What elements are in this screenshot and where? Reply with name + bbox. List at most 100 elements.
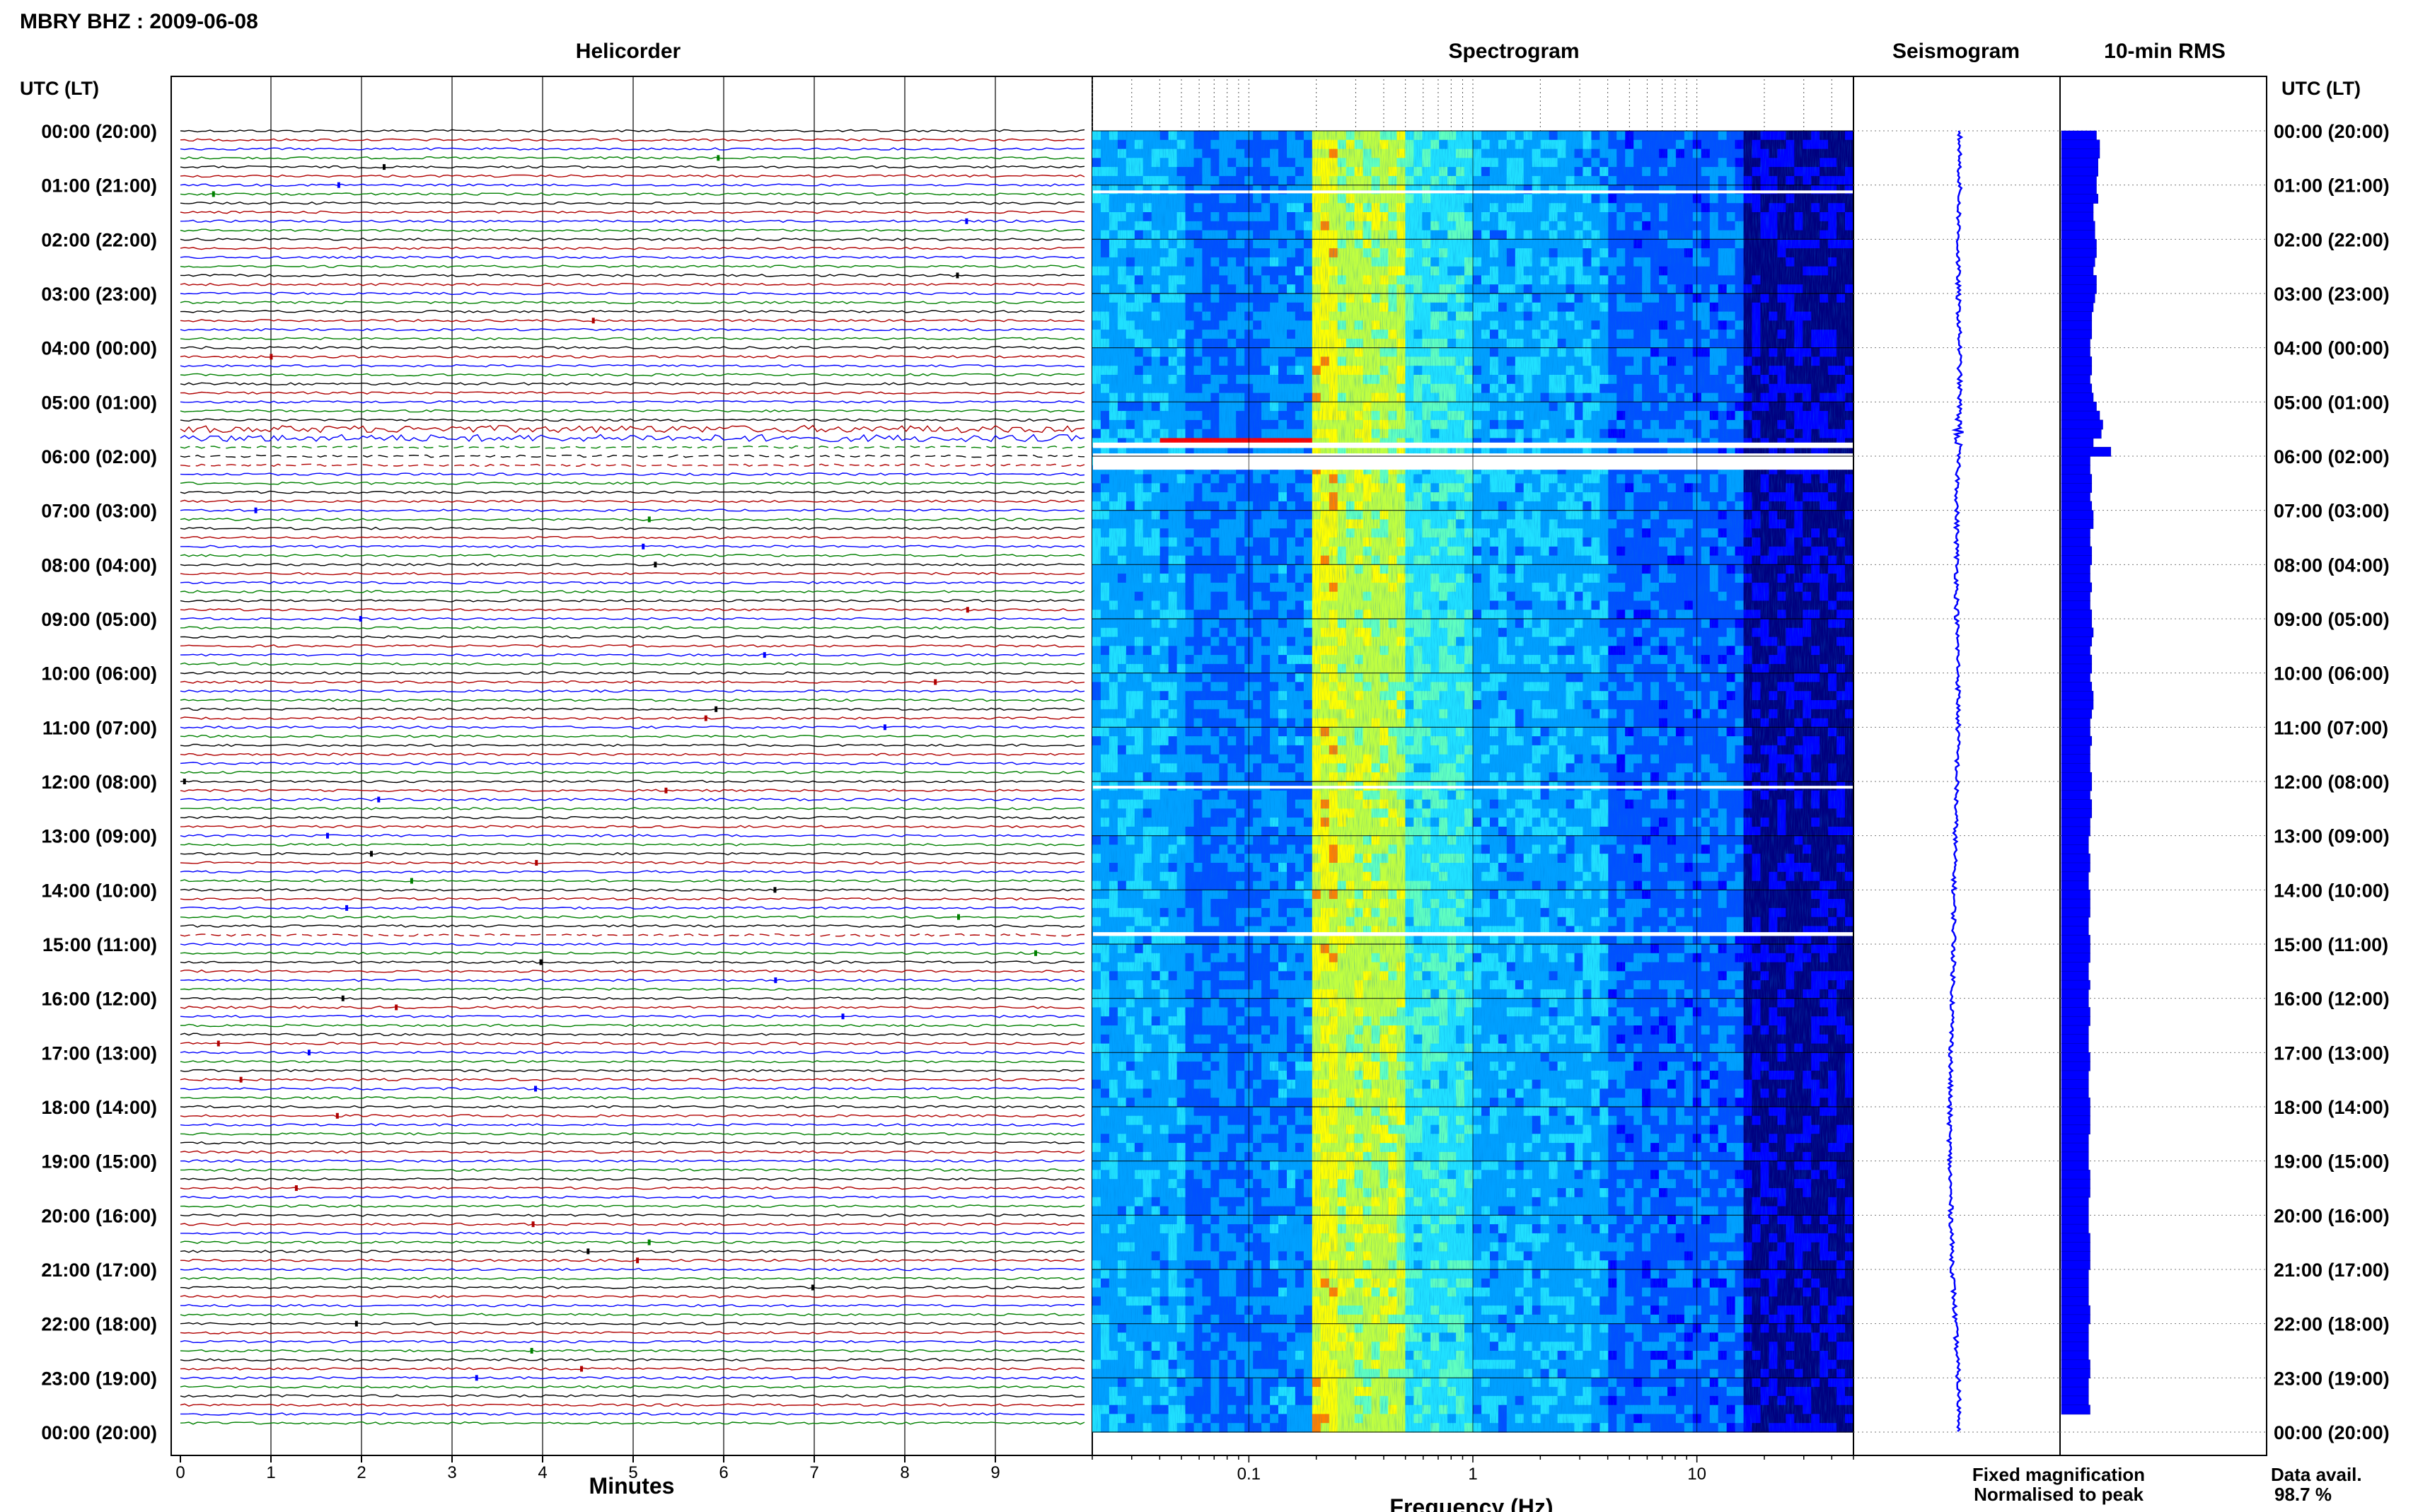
helicorder-trace bbox=[180, 183, 1085, 187]
helicorder-trace bbox=[180, 1023, 1085, 1028]
helicorder-event bbox=[354, 1320, 358, 1327]
helicorder-event bbox=[254, 507, 258, 513]
time-label-left: 03:00 (23:00) bbox=[41, 284, 157, 305]
time-label-right: 14:00 (10:00) bbox=[2274, 880, 2390, 901]
helicorder-trace bbox=[180, 165, 1085, 169]
helicorder-trace bbox=[180, 1050, 1085, 1054]
helicorder-trace bbox=[180, 174, 1085, 178]
helicorder-trace bbox=[180, 400, 1085, 404]
helicorder-trace bbox=[180, 834, 1085, 837]
helicorder-trace bbox=[180, 571, 1085, 576]
helicorder-event bbox=[966, 607, 969, 613]
helicorder-event bbox=[212, 191, 215, 197]
helicorder-event bbox=[580, 1366, 584, 1372]
helicorder-trace bbox=[180, 147, 1085, 151]
helicorder-trace bbox=[180, 987, 1085, 991]
helicorder-trace bbox=[180, 1069, 1085, 1073]
time-label-left: 00:00 (20:00) bbox=[41, 121, 157, 142]
helicorder-trace bbox=[180, 424, 1085, 434]
helicorder-event bbox=[530, 1348, 533, 1354]
helicorder-trace bbox=[180, 1006, 1085, 1009]
helicorder-trace bbox=[180, 409, 1085, 413]
helicorder-trace bbox=[180, 1376, 1085, 1380]
time-label-left: 04:00 (00:00) bbox=[41, 338, 157, 359]
helicorder-event bbox=[216, 1040, 220, 1047]
time-label-left: 16:00 (12:00) bbox=[41, 989, 157, 1010]
helicorder-trace bbox=[180, 1258, 1085, 1262]
helicorder-trace bbox=[180, 942, 1085, 946]
minute-tick-label: 9 bbox=[990, 1463, 1000, 1482]
helicorder-trace bbox=[180, 1114, 1085, 1118]
helicorder-trace bbox=[180, 798, 1085, 801]
helicorder-trace bbox=[180, 1177, 1085, 1181]
helicorder-trace bbox=[180, 508, 1085, 513]
time-label-right: 17:00 (13:00) bbox=[2274, 1042, 2390, 1064]
helicorder-trace bbox=[180, 499, 1085, 504]
helicorder-trace bbox=[180, 562, 1085, 566]
helicorder-event bbox=[183, 779, 186, 784]
helicorder-trace bbox=[180, 762, 1085, 765]
time-label-right: 06:00 (02:00) bbox=[2274, 446, 2390, 467]
minute-tick-label: 8 bbox=[900, 1463, 909, 1482]
helicorder-event bbox=[591, 318, 595, 324]
helicorder-trace bbox=[180, 1078, 1085, 1082]
helicorder-trace bbox=[180, 1286, 1085, 1289]
helicorder-trace bbox=[180, 1123, 1084, 1127]
helicorder-event bbox=[934, 679, 937, 685]
helicorder-trace bbox=[180, 192, 1085, 196]
helicorder-trace bbox=[180, 1331, 1085, 1334]
helicorder-trace bbox=[180, 1250, 1085, 1253]
helicorder-event bbox=[377, 796, 381, 803]
helicorder-trace bbox=[180, 246, 1085, 250]
time-label-right: 19:00 (15:00) bbox=[2274, 1151, 2390, 1173]
helicorder-event bbox=[294, 1185, 298, 1191]
helicorder-event bbox=[535, 860, 538, 866]
helicorder-trace bbox=[180, 1313, 1085, 1317]
helicorder-trace bbox=[180, 599, 1085, 603]
helicorder-trace bbox=[180, 1159, 1085, 1163]
helicorder-trace bbox=[180, 1412, 1085, 1416]
helicorder-trace bbox=[180, 337, 1085, 341]
helicorder-trace bbox=[180, 1059, 1085, 1064]
helicorder-trace bbox=[180, 590, 1085, 593]
helicorder-trace bbox=[180, 255, 1084, 260]
time-label-right: 05:00 (01:00) bbox=[2274, 392, 2390, 413]
time-label-left: 14:00 (10:00) bbox=[41, 880, 157, 901]
helicorder-trace bbox=[180, 644, 1085, 648]
time-label-left: 00:00 (20:00) bbox=[41, 1422, 157, 1443]
helicorder-trace bbox=[180, 1294, 1085, 1298]
time-label-left: 11:00 (07:00) bbox=[42, 717, 157, 738]
helicorder-event bbox=[717, 155, 720, 161]
rms-title: 10-min RMS bbox=[2104, 40, 2226, 63]
helicorder-event bbox=[341, 995, 345, 1001]
helicorder-event bbox=[763, 652, 766, 658]
helicorder-trace bbox=[180, 274, 1085, 277]
time-label-left: 12:00 (08:00) bbox=[41, 772, 157, 793]
helicorder-event bbox=[534, 1086, 538, 1092]
helicorder-trace bbox=[180, 445, 1085, 449]
helicorder-trace bbox=[180, 1358, 1085, 1362]
helicorder-trace bbox=[180, 680, 1085, 684]
helicorder-trace bbox=[180, 1150, 1085, 1154]
time-labels-right: 00:00 (20:00)01:00 (21:00)02:00 (22:00)0… bbox=[2274, 121, 2390, 1443]
helicorder-trace bbox=[180, 291, 1085, 296]
minute-tick-label: 4 bbox=[538, 1463, 547, 1482]
helicorder-trace bbox=[180, 418, 1085, 422]
time-label-right: 00:00 (20:00) bbox=[2274, 1422, 2390, 1443]
helicorder-event bbox=[956, 914, 960, 920]
minute-tick-label: 3 bbox=[447, 1463, 456, 1482]
helicorder-trace bbox=[180, 951, 1085, 955]
time-label-left: 21:00 (17:00) bbox=[41, 1260, 157, 1281]
helicorder-trace bbox=[180, 1214, 1085, 1217]
helicorder-trace bbox=[180, 210, 1085, 214]
helicorder-trace bbox=[180, 201, 1085, 205]
helicorder-trace bbox=[180, 1303, 1085, 1308]
helicorder-event bbox=[965, 218, 968, 224]
helicorder-trace bbox=[180, 978, 1085, 982]
helicorder-event bbox=[345, 905, 349, 911]
helicorder-trace bbox=[180, 554, 1085, 557]
helicorder-trace bbox=[180, 526, 1085, 530]
helicorder-trace bbox=[180, 310, 1085, 313]
helicorder-trace bbox=[180, 373, 1085, 377]
